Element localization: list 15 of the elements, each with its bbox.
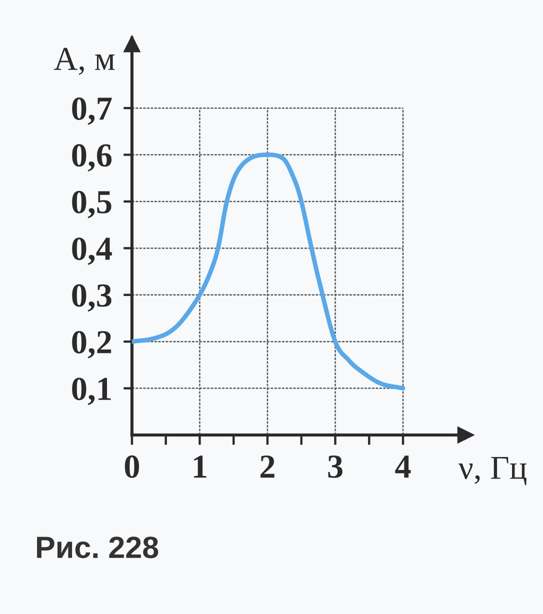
y-tick-label: 0,1 <box>72 378 111 406</box>
y-tick-label: 0,6 <box>72 144 112 172</box>
y-tick-label: 0,5 <box>72 190 112 218</box>
x-tick-label: 0 <box>124 455 140 478</box>
x-tick-label: 2 <box>260 456 274 478</box>
x-tick-label: 1 <box>194 456 206 478</box>
x-tick-label: 3 <box>328 456 342 478</box>
x-axis-title: ν, Гц <box>458 456 526 486</box>
text: Рис. 228 <box>37 536 158 558</box>
y-tick-label: 0,4 <box>72 238 112 265</box>
y-tick-label: 0,2 <box>72 331 112 358</box>
y-tick-label: 0,7 <box>72 97 112 125</box>
x-tick-label: 4 <box>395 456 411 478</box>
y-tick-label: 0,3 <box>72 284 112 312</box>
y-axis-title: A, м <box>54 48 115 75</box>
